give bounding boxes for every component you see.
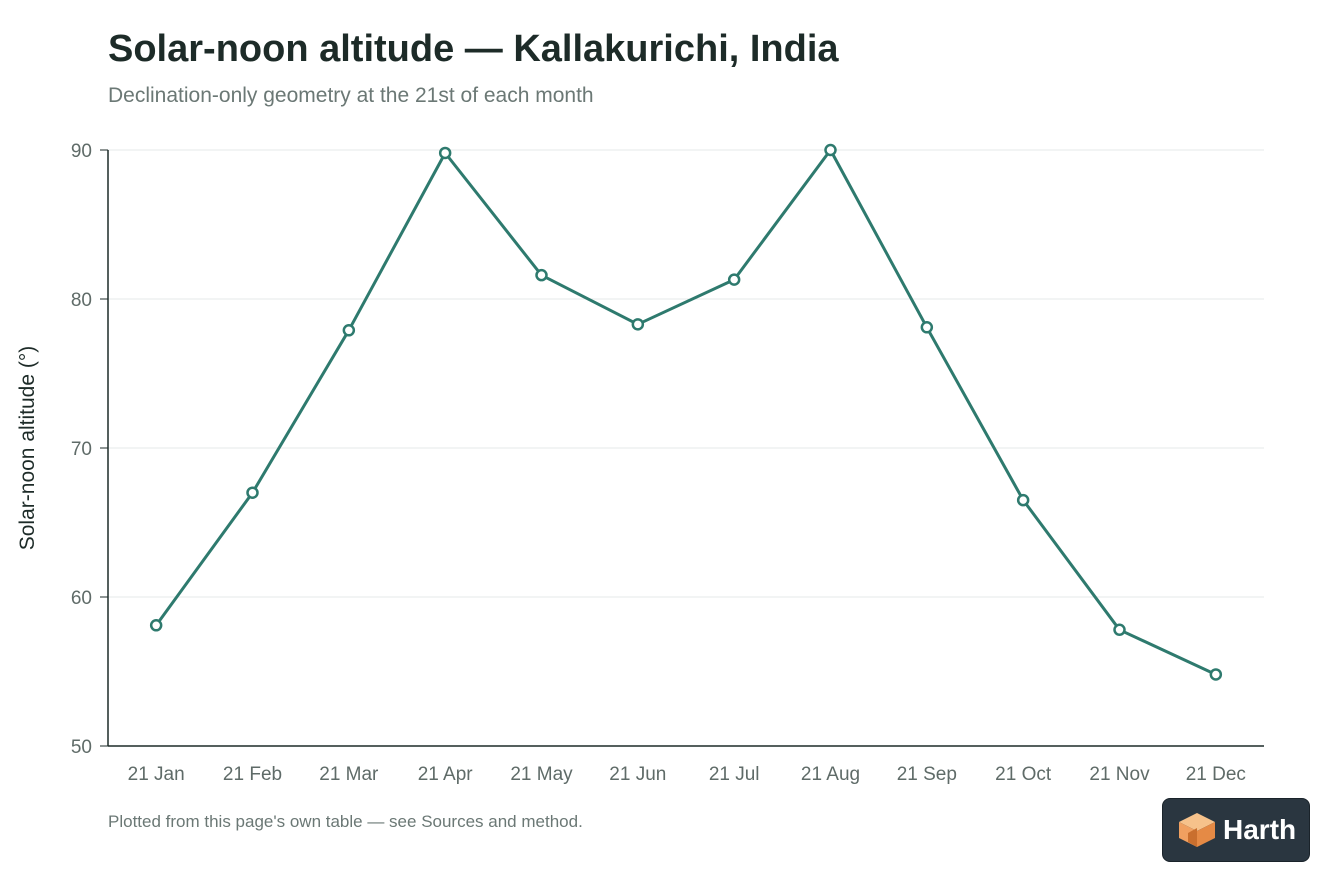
x-tick-label: 21 Sep <box>897 764 957 785</box>
data-point <box>727 273 741 286</box>
brand-name: Harth <box>1223 814 1297 845</box>
data-point <box>1113 623 1126 637</box>
chart-subtitle: Declination-only geometry at the 21st of… <box>108 84 594 107</box>
axes <box>100 149 1264 747</box>
y-tick-label: 70 <box>71 439 92 460</box>
data-point <box>438 146 452 160</box>
y-tick-label: 90 <box>71 141 92 162</box>
data-point <box>535 268 548 282</box>
data-point <box>631 318 645 331</box>
data-point <box>246 486 259 499</box>
series-line <box>154 148 1218 676</box>
brand-badge[interactable]: Harth <box>1162 798 1310 862</box>
chart-title: Solar-noon altitude — Kallakurichi, Indi… <box>108 28 839 70</box>
house-cube-icon <box>1179 813 1215 847</box>
data-point <box>824 143 837 157</box>
x-tick-label: 21 Jun <box>609 764 666 785</box>
y-tick-label: 60 <box>71 588 92 609</box>
series-altitude <box>149 143 1223 681</box>
y-tick-label: 50 <box>71 737 92 758</box>
data-point <box>1016 493 1030 507</box>
x-tick-label: 21 Apr <box>418 764 474 785</box>
x-tick-label: 21 May <box>510 764 573 785</box>
x-tick-label: 21 Feb <box>223 764 282 785</box>
x-tick-label: 21 Oct <box>995 764 1052 785</box>
data-point <box>342 324 356 337</box>
x-tick-label: 21 Aug <box>801 764 860 785</box>
y-tick-labels: 50 60 70 80 90 <box>71 141 92 758</box>
x-tick-label: 21 Jul <box>709 764 760 785</box>
footnote: Plotted from this page's own table — see… <box>108 812 583 831</box>
gridlines <box>108 149 1264 598</box>
data-point <box>920 321 934 334</box>
data-point <box>1209 668 1223 681</box>
data-point <box>149 619 163 632</box>
y-tick-label: 80 <box>71 290 92 311</box>
x-tick-labels: 21 Jan 21 Feb 21 Mar 21 Apr 21 May 21 Jun 21 J… <box>128 764 1246 785</box>
x-tick-label: 21 Jan <box>128 764 185 785</box>
y-axis-label: Solar-noon altitude (°) <box>16 346 39 551</box>
x-tick-label: 21 Dec <box>1186 764 1246 785</box>
x-tick-label: 21 Nov <box>1089 764 1150 785</box>
x-tick-label: 21 Mar <box>319 764 379 785</box>
